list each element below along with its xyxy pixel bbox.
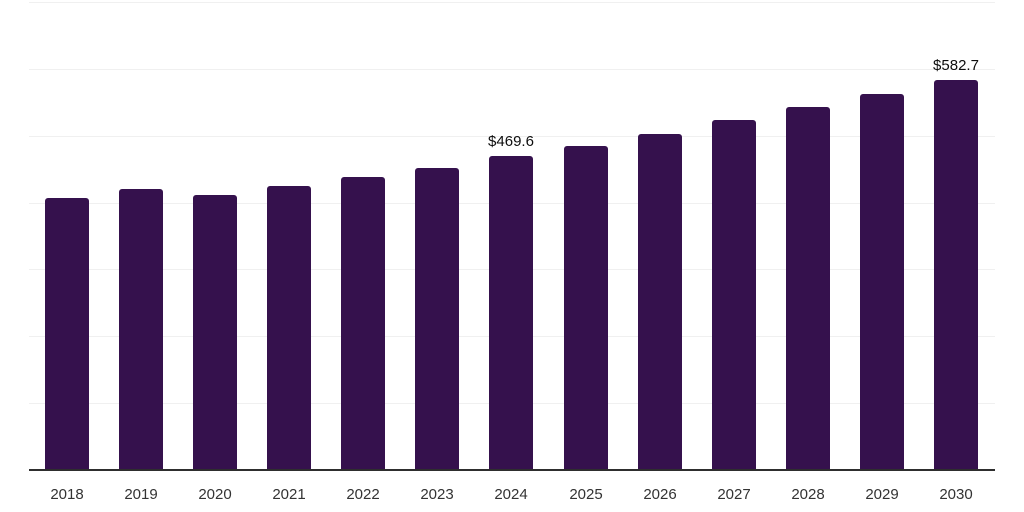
- value-label-2030: $582.7: [933, 57, 979, 74]
- x-tick-label-2025: 2025: [569, 486, 603, 503]
- x-axis-line: [29, 469, 995, 471]
- x-tick-label-2021: 2021: [272, 486, 306, 503]
- x-tick-label-2029: 2029: [865, 486, 899, 503]
- bar-2026: [638, 134, 682, 470]
- x-tick-label-2022: 2022: [346, 486, 380, 503]
- bar-2028: [786, 107, 830, 470]
- bar-2024: [489, 156, 533, 470]
- x-tick-label-2019: 2019: [124, 486, 158, 503]
- x-tick-label-2026: 2026: [643, 486, 677, 503]
- bar-2025: [564, 146, 608, 470]
- x-tick-label-2020: 2020: [198, 486, 232, 503]
- x-tick-label-2027: 2027: [717, 486, 751, 503]
- bar-2029: [860, 94, 904, 470]
- bar-2021: [267, 186, 311, 470]
- bar-2020: [193, 195, 237, 470]
- bar-2027: [712, 120, 756, 470]
- value-label-2024: $469.6: [488, 133, 534, 150]
- x-tick-label-2023: 2023: [420, 486, 454, 503]
- gridline-600: [29, 69, 995, 70]
- bar-2019: [119, 189, 163, 470]
- bar-2022: [341, 177, 385, 470]
- bar-2023: [415, 168, 459, 470]
- x-tick-label-2024: 2024: [494, 486, 528, 503]
- gridline-500: [29, 136, 995, 137]
- x-tick-label-2028: 2028: [791, 486, 825, 503]
- bar-2030: [934, 80, 978, 470]
- bar-2018: [45, 198, 89, 470]
- gridline-700: [29, 2, 995, 3]
- x-tick-label-2018: 2018: [50, 486, 84, 503]
- x-tick-label-2030: 2030: [939, 486, 973, 503]
